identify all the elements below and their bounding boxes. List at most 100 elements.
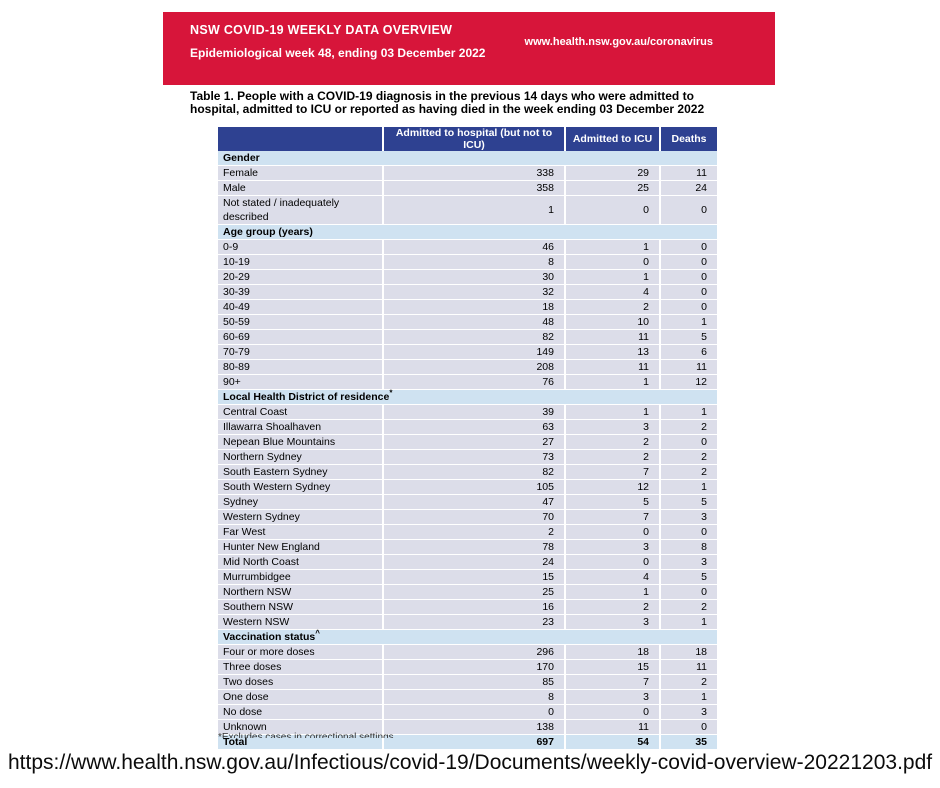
row-label: No dose xyxy=(218,704,383,720)
row-label: South Western Sydney xyxy=(218,479,383,495)
table-row: Male 358 25 24 xyxy=(218,180,717,196)
table-row: Murrumbidgee 15 4 5 xyxy=(218,569,717,585)
cell-hospital: 138 xyxy=(382,719,565,735)
table-row: One dose 8 3 1 xyxy=(218,689,717,705)
table-row: South Eastern Sydney 82 7 2 xyxy=(218,464,717,480)
row-label: 50-59 xyxy=(218,314,383,330)
row-label: 30-39 xyxy=(218,284,383,300)
section-header-row: Local Health District of residence* xyxy=(218,388,717,405)
table-row: Mid North Coast 24 0 3 xyxy=(218,554,717,570)
section-header-row: Vaccination status^ xyxy=(218,628,717,645)
cell-icu: 1 xyxy=(564,584,660,600)
section-footnote-marker: ^ xyxy=(315,628,320,638)
table-header: Admitted to hospital (but not to ICU) Adm… xyxy=(218,127,717,151)
cell-icu: 0 xyxy=(564,554,660,570)
total-row: Total 697 54 35 xyxy=(218,734,717,750)
table-row: 50-59 48 10 1 xyxy=(218,314,717,330)
row-label: Mid North Coast xyxy=(218,554,383,570)
table-row: Illawarra Shoalhaven 63 3 2 xyxy=(218,419,717,435)
cell-icu: 7 xyxy=(564,674,660,690)
cell-deaths: 1 xyxy=(659,689,717,705)
cell-hospital: 73 xyxy=(382,449,565,465)
cell-icu: 0 xyxy=(564,254,660,270)
cell-deaths: 0 xyxy=(659,434,717,450)
table-row: 70-79 149 13 6 xyxy=(218,344,717,360)
section-label: Vaccination status^ xyxy=(218,628,717,645)
cell-icu: 7 xyxy=(564,509,660,525)
report-subtitle: Epidemiological week 48, ending 03 Decem… xyxy=(190,46,486,60)
cell-deaths: 1 xyxy=(659,404,717,420)
table-row: 60-69 82 11 5 xyxy=(218,329,717,345)
cell-deaths: 0 xyxy=(659,269,717,285)
cell-deaths: 5 xyxy=(659,494,717,510)
cell-deaths: 0 xyxy=(659,584,717,600)
table-row: Three doses 170 15 11 xyxy=(218,659,717,675)
cell-icu: 13 xyxy=(564,344,660,360)
cell-hospital: 76 xyxy=(382,374,565,390)
row-label: Central Coast xyxy=(218,404,383,420)
cell-deaths: 0 xyxy=(659,284,717,300)
cell-hospital: 24 xyxy=(382,554,565,570)
cell-hospital: 70 xyxy=(382,509,565,525)
cell-hospital: 30 xyxy=(382,269,565,285)
coronavirus-url: www.health.nsw.gov.au/coronavirus xyxy=(524,36,713,48)
cell-icu: 54 xyxy=(564,734,660,750)
cell-icu: 15 xyxy=(564,659,660,675)
cell-icu: 10 xyxy=(564,314,660,330)
row-label: 90+ xyxy=(218,374,383,390)
row-label: Northern NSW xyxy=(218,584,383,600)
row-label: Illawarra Shoalhaven xyxy=(218,419,383,435)
table-row: 80-89 208 11 11 xyxy=(218,359,717,375)
cell-deaths: 11 xyxy=(659,659,717,675)
column-header-0: Admitted to hospital (but not to ICU) xyxy=(382,127,565,151)
table-row: Sydney 47 5 5 xyxy=(218,494,717,510)
cell-hospital: 2 xyxy=(382,524,565,540)
cell-deaths: 3 xyxy=(659,554,717,570)
row-label: 70-79 xyxy=(218,344,383,360)
cell-deaths: 2 xyxy=(659,419,717,435)
cell-hospital: 15 xyxy=(382,569,565,585)
cell-icu: 18 xyxy=(564,644,660,660)
table-corner-cell xyxy=(218,127,383,151)
row-label: Four or more doses xyxy=(218,644,383,660)
row-label: 80-89 xyxy=(218,359,383,375)
cell-deaths: 0 xyxy=(659,719,717,735)
table-row: Western Sydney 70 7 3 xyxy=(218,509,717,525)
row-label: Western NSW xyxy=(218,614,383,630)
cell-deaths: 2 xyxy=(659,449,717,465)
row-label: Western Sydney xyxy=(218,509,383,525)
table-footnote: *Excludes cases in correctional settings xyxy=(218,732,394,738)
row-label: 0-9 xyxy=(218,239,383,255)
cell-hospital: 46 xyxy=(382,239,565,255)
row-label: Northern Sydney xyxy=(218,449,383,465)
cell-hospital: 1 xyxy=(382,195,565,225)
section-label: Gender xyxy=(218,151,717,166)
cell-hospital: 697 xyxy=(382,734,565,750)
column-header-2: Deaths xyxy=(659,127,717,151)
cell-icu: 2 xyxy=(564,599,660,615)
covid-table: Admitted to hospital (but not to ICU) Adm… xyxy=(218,127,717,750)
section-header-row: Age group (years) xyxy=(218,224,717,240)
row-label: One dose xyxy=(218,689,383,705)
cell-hospital: 47 xyxy=(382,494,565,510)
row-label: 20-29 xyxy=(218,269,383,285)
cell-hospital: 48 xyxy=(382,314,565,330)
cell-icu: 3 xyxy=(564,419,660,435)
row-label: Male xyxy=(218,180,383,196)
row-label: Unknown xyxy=(218,719,383,735)
cell-icu: 25 xyxy=(564,180,660,196)
cell-icu: 0 xyxy=(564,195,660,225)
cell-icu: 2 xyxy=(564,299,660,315)
cell-hospital: 39 xyxy=(382,404,565,420)
cell-deaths: 0 xyxy=(659,239,717,255)
cell-icu: 4 xyxy=(564,284,660,300)
table-row: 90+ 76 1 12 xyxy=(218,374,717,390)
row-label: 40-49 xyxy=(218,299,383,315)
cell-hospital: 105 xyxy=(382,479,565,495)
table-row: Nepean Blue Mountains 27 2 0 xyxy=(218,434,717,450)
cell-hospital: 358 xyxy=(382,180,565,196)
section-footnote-marker: * xyxy=(389,388,393,398)
row-label: South Eastern Sydney xyxy=(218,464,383,480)
row-label: Murrumbidgee xyxy=(218,569,383,585)
table-row: 0-9 46 1 0 xyxy=(218,239,717,255)
